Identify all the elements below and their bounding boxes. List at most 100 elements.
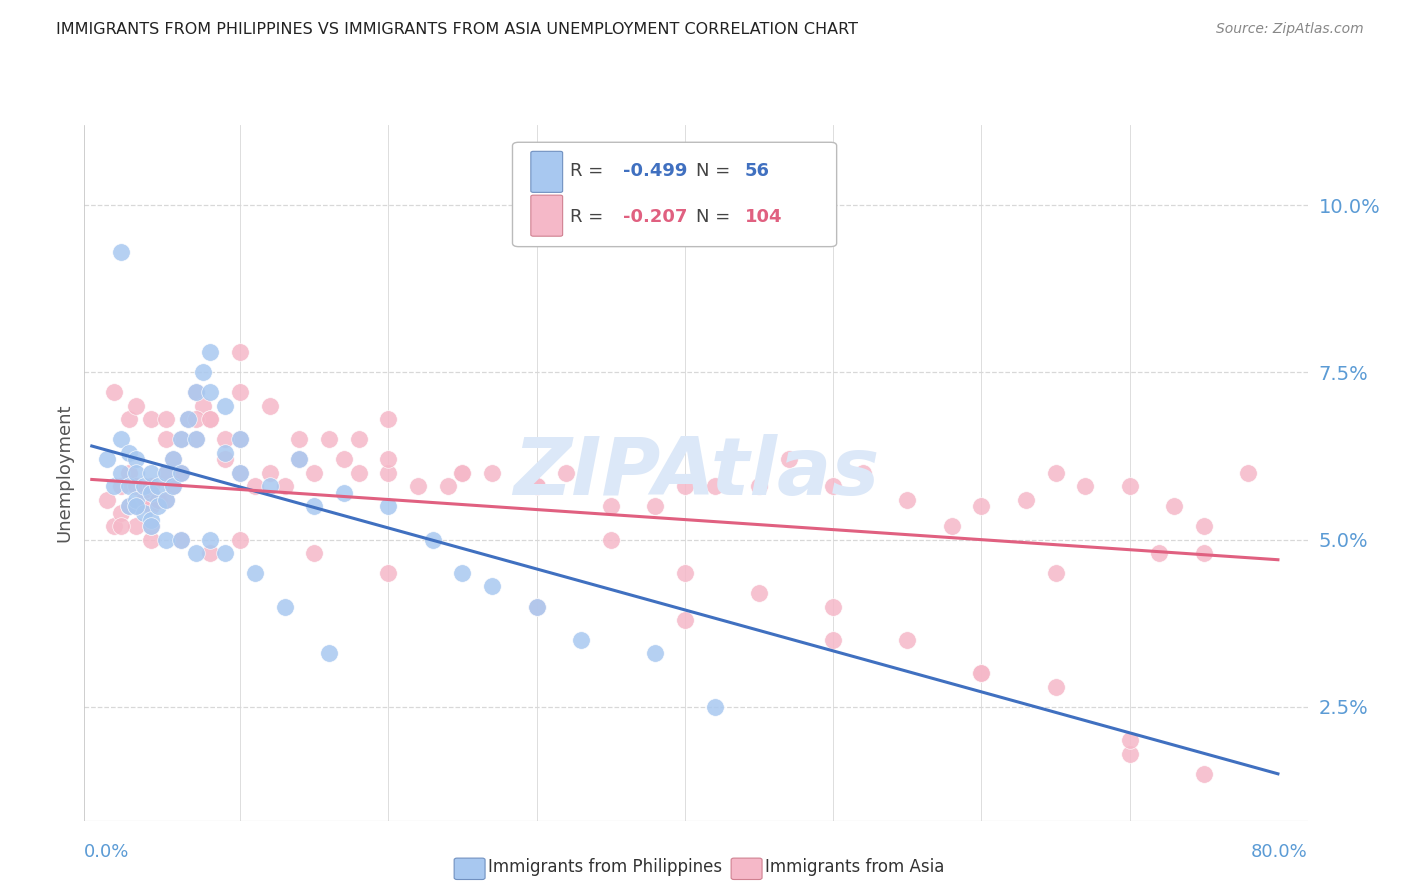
Point [852, 466, 875, 480]
Point [1237, 466, 1260, 480]
Point [229, 533, 252, 547]
Point [703, 699, 725, 714]
Text: R =: R = [569, 209, 609, 227]
Point [970, 500, 993, 514]
Point [377, 452, 399, 467]
Point [139, 485, 162, 500]
Point [318, 646, 340, 660]
Point [644, 500, 666, 514]
Point [599, 533, 621, 547]
Point [526, 479, 548, 493]
Point [200, 533, 222, 547]
Point [139, 512, 162, 526]
Point [273, 479, 295, 493]
Point [200, 412, 222, 426]
Point [896, 633, 918, 648]
Point [184, 385, 207, 400]
Text: R =: R = [569, 162, 609, 180]
Text: Immigrants from Philippines: Immigrants from Philippines [488, 858, 723, 876]
Point [148, 492, 170, 507]
Point [377, 566, 399, 581]
Point [941, 519, 963, 533]
Text: Immigrants from Asia: Immigrants from Asia [765, 858, 945, 876]
Point [177, 412, 200, 426]
Point [229, 466, 252, 480]
Point [823, 599, 845, 614]
Point [1045, 680, 1067, 694]
Point [896, 492, 918, 507]
Point [347, 466, 370, 480]
Point [125, 399, 148, 413]
Point [191, 366, 214, 380]
Point [96, 452, 118, 467]
Point [273, 599, 295, 614]
Point [132, 506, 155, 520]
Point [318, 433, 340, 447]
Point [155, 492, 177, 507]
Point [170, 533, 193, 547]
Point [125, 452, 148, 467]
Y-axis label: Unemployment: Unemployment [55, 403, 73, 542]
Point [214, 452, 236, 467]
Point [302, 466, 325, 480]
Point [110, 479, 132, 493]
Point [229, 433, 252, 447]
Point [132, 479, 155, 493]
Point [139, 466, 162, 480]
Point [110, 519, 132, 533]
Point [125, 466, 148, 480]
Point [118, 412, 141, 426]
Point [288, 452, 311, 467]
FancyBboxPatch shape [531, 195, 562, 236]
Point [118, 466, 141, 480]
Point [155, 466, 177, 480]
Point [139, 519, 162, 533]
Point [451, 466, 474, 480]
Point [139, 519, 162, 533]
Point [451, 466, 474, 480]
Point [1045, 466, 1067, 480]
Point [377, 500, 399, 514]
Point [644, 646, 666, 660]
Point [139, 412, 162, 426]
Point [1118, 747, 1140, 761]
Point [1118, 479, 1140, 493]
Text: -0.499: -0.499 [623, 162, 688, 180]
Text: 0.0%: 0.0% [84, 843, 129, 861]
Point [103, 479, 125, 493]
Point [333, 485, 356, 500]
Point [778, 452, 800, 467]
Point [191, 399, 214, 413]
Point [155, 466, 177, 480]
Point [184, 412, 207, 426]
Point [214, 399, 236, 413]
Point [451, 566, 474, 581]
Point [229, 345, 252, 359]
Point [481, 466, 503, 480]
Point [162, 452, 184, 467]
Point [555, 466, 578, 480]
Point [970, 666, 993, 681]
Point [103, 385, 125, 400]
Point [96, 492, 118, 507]
Text: 104: 104 [745, 209, 782, 227]
Point [214, 546, 236, 560]
Point [184, 546, 207, 560]
Point [170, 433, 193, 447]
Point [162, 452, 184, 467]
Point [214, 433, 236, 447]
Point [184, 385, 207, 400]
Point [288, 433, 311, 447]
Point [302, 546, 325, 560]
Point [673, 566, 696, 581]
Point [125, 500, 148, 514]
Point [125, 500, 148, 514]
Point [170, 466, 193, 480]
Point [406, 479, 429, 493]
Point [1192, 766, 1215, 781]
Point [162, 479, 184, 493]
Point [103, 519, 125, 533]
Point [200, 546, 222, 560]
Point [481, 580, 503, 594]
Point [748, 479, 770, 493]
